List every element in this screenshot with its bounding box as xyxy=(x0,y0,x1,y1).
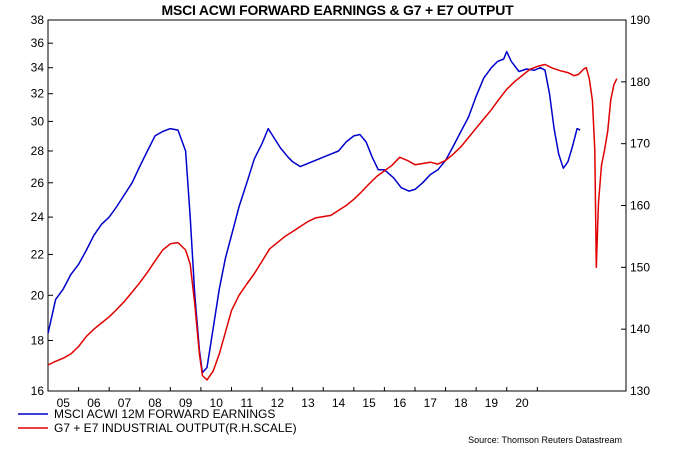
chart-title: MSCI ACWI FORWARD EARNINGS & G7 + E7 OUT… xyxy=(161,2,514,18)
series-line-earnings xyxy=(47,50,581,374)
left-tick-label: 26 xyxy=(31,176,45,190)
x-tick-label: 16 xyxy=(393,396,407,410)
left-tick-label: 18 xyxy=(31,333,45,347)
legend-label-output: G7 + E7 INDUSTRIAL OUTPUT(R.H.SCALE) xyxy=(54,421,297,435)
left-tick-label: 20 xyxy=(31,288,45,302)
x-tick-label: 11 xyxy=(241,396,254,410)
x-tick-label: 09 xyxy=(179,396,193,410)
x-tick-label: 19 xyxy=(485,396,499,410)
series-layer xyxy=(47,50,618,381)
right-tick-label: 190 xyxy=(630,13,650,27)
left-tick-label: 38 xyxy=(31,13,45,27)
x-tick-label: 14 xyxy=(332,396,346,410)
source-note: Source: Thomson Reuters Datastream xyxy=(468,435,622,445)
left-tick-label: 36 xyxy=(31,36,45,50)
left-tick-label: 22 xyxy=(31,247,45,261)
x-tick-label: 10 xyxy=(210,396,224,410)
left-tick-label: 30 xyxy=(31,114,45,128)
x-tick-label: 12 xyxy=(271,396,285,410)
right-tick-label: 170 xyxy=(630,137,650,151)
x-tick-label: 13 xyxy=(301,396,315,410)
right-tick-label: 130 xyxy=(630,384,650,398)
x-tick-label: 20 xyxy=(515,396,529,410)
left-axis: 16 18 20 22 24 26 28 30 32 34 36 38 xyxy=(31,13,53,398)
x-tick-label: 05 xyxy=(57,396,71,410)
right-tick-label: 160 xyxy=(630,199,650,213)
right-axis: 130 140 150 160 170 180 190 xyxy=(621,13,650,398)
right-tick-label: 180 xyxy=(630,75,650,89)
right-tick-label: 150 xyxy=(630,260,650,274)
left-tick-label: 24 xyxy=(31,210,45,224)
left-tick-label: 28 xyxy=(31,144,45,158)
plot-frame xyxy=(47,19,627,392)
x-tick-label: 06 xyxy=(87,396,101,410)
left-tick-label: 32 xyxy=(31,87,45,101)
left-tick-label: 16 xyxy=(31,384,45,398)
series-line-output xyxy=(47,63,618,381)
legend-label-earnings: MSCI ACWI 12M FORWARD EARNINGS xyxy=(54,407,275,421)
right-tick-label: 140 xyxy=(630,322,650,336)
x-tick-label: 17 xyxy=(424,396,438,410)
x-tick-label: 08 xyxy=(148,396,162,410)
x-tick-label: 18 xyxy=(454,396,468,410)
x-tick-label: 15 xyxy=(362,396,376,410)
x-axis: 05 06 07 08 09 10 11 12 13 14 15 16 17 18 19 20 xyxy=(57,387,538,410)
left-tick-label: 34 xyxy=(31,61,45,75)
legend: MSCI ACWI 12M FORWARD EARNINGS G7 + E7 I… xyxy=(18,407,297,435)
x-tick-label: 07 xyxy=(118,396,132,410)
